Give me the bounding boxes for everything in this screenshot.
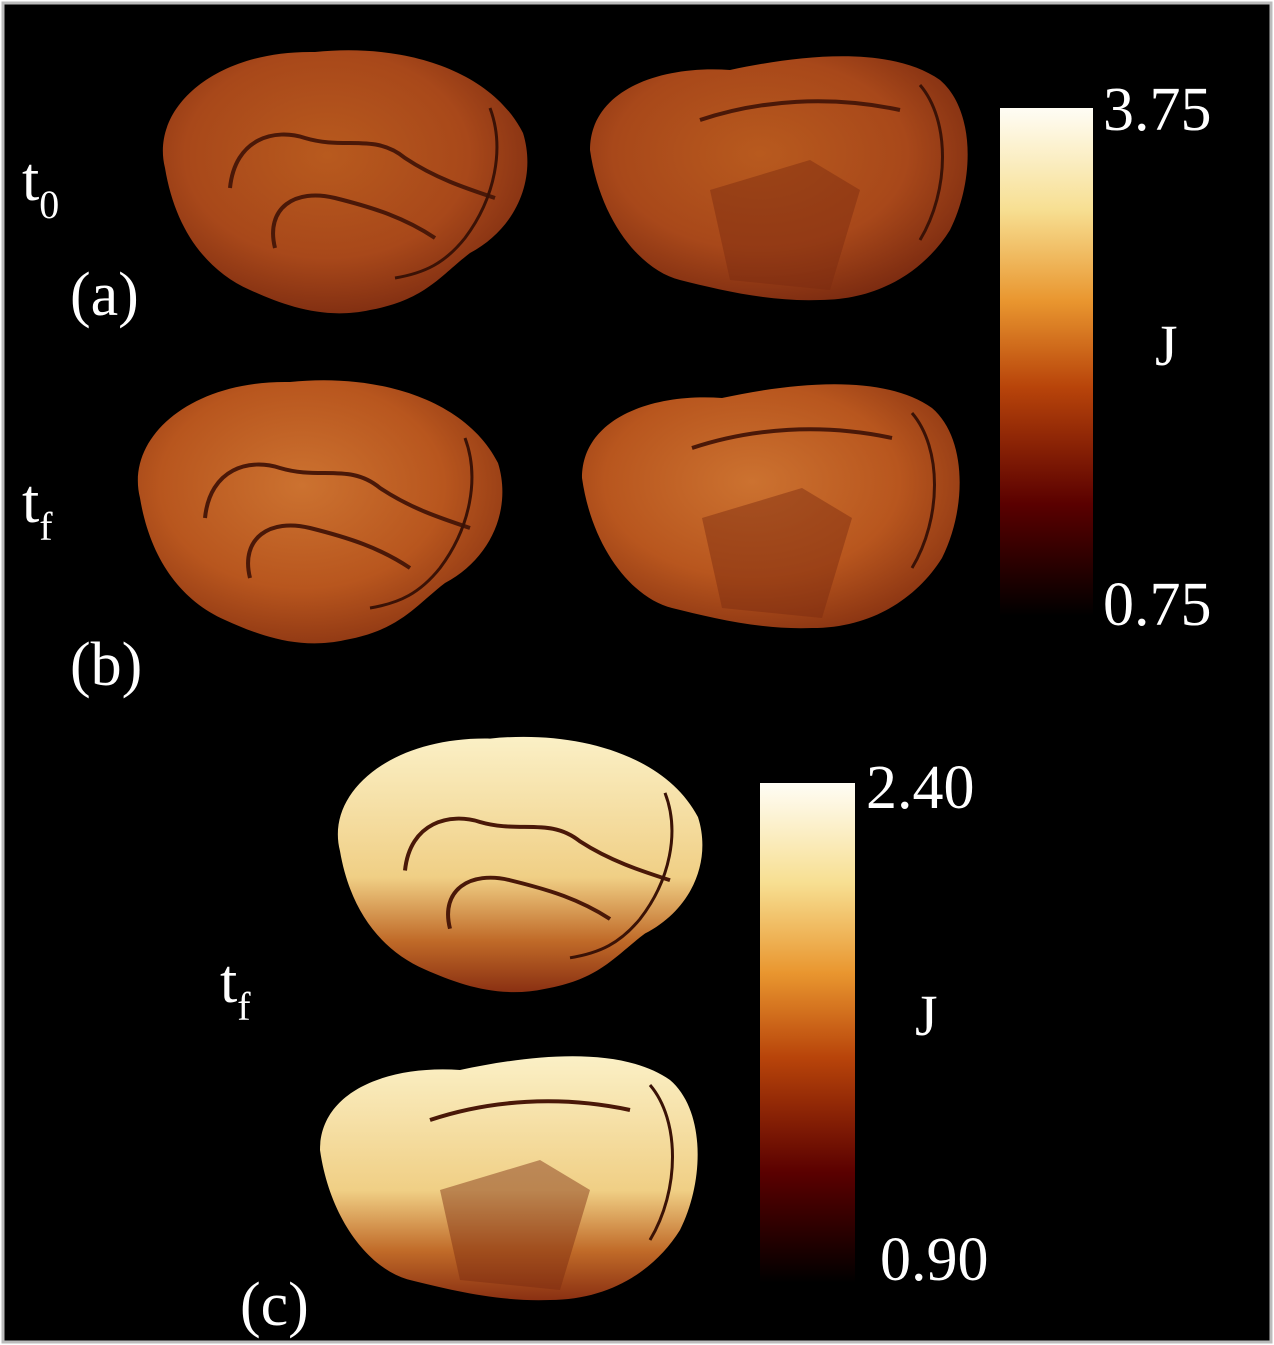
row-label-sub: f [39,504,53,549]
colorbar-min: 0.90 [880,1226,989,1294]
panel-label: (c) [240,1271,309,1339]
colorbar-label: J [915,983,938,1048]
colorbar [760,783,855,1283]
row-label-base: t [220,948,237,1016]
row-label-base: t [22,146,39,214]
colorbar-min: 0.75 [1103,571,1212,639]
panel-label: (a) [70,261,139,329]
colorbar-label: J [1155,313,1178,378]
colorbar-max: 3.75 [1103,76,1212,144]
figure: t0 (a) tf (b) tf (c) 3.75 0.75 J 2.40 0.… [0,0,1274,1345]
row-label-sub: f [237,984,251,1029]
colorbar [1000,108,1093,616]
row-label-base: t [22,468,39,536]
colorbar-max: 2.40 [866,754,975,822]
panel-label: (b) [70,631,142,699]
page: t0 (a) tf (b) tf (c) 3.75 0.75 J 2.40 0.… [0,0,1274,1345]
row-label-sub: 0 [39,182,59,227]
